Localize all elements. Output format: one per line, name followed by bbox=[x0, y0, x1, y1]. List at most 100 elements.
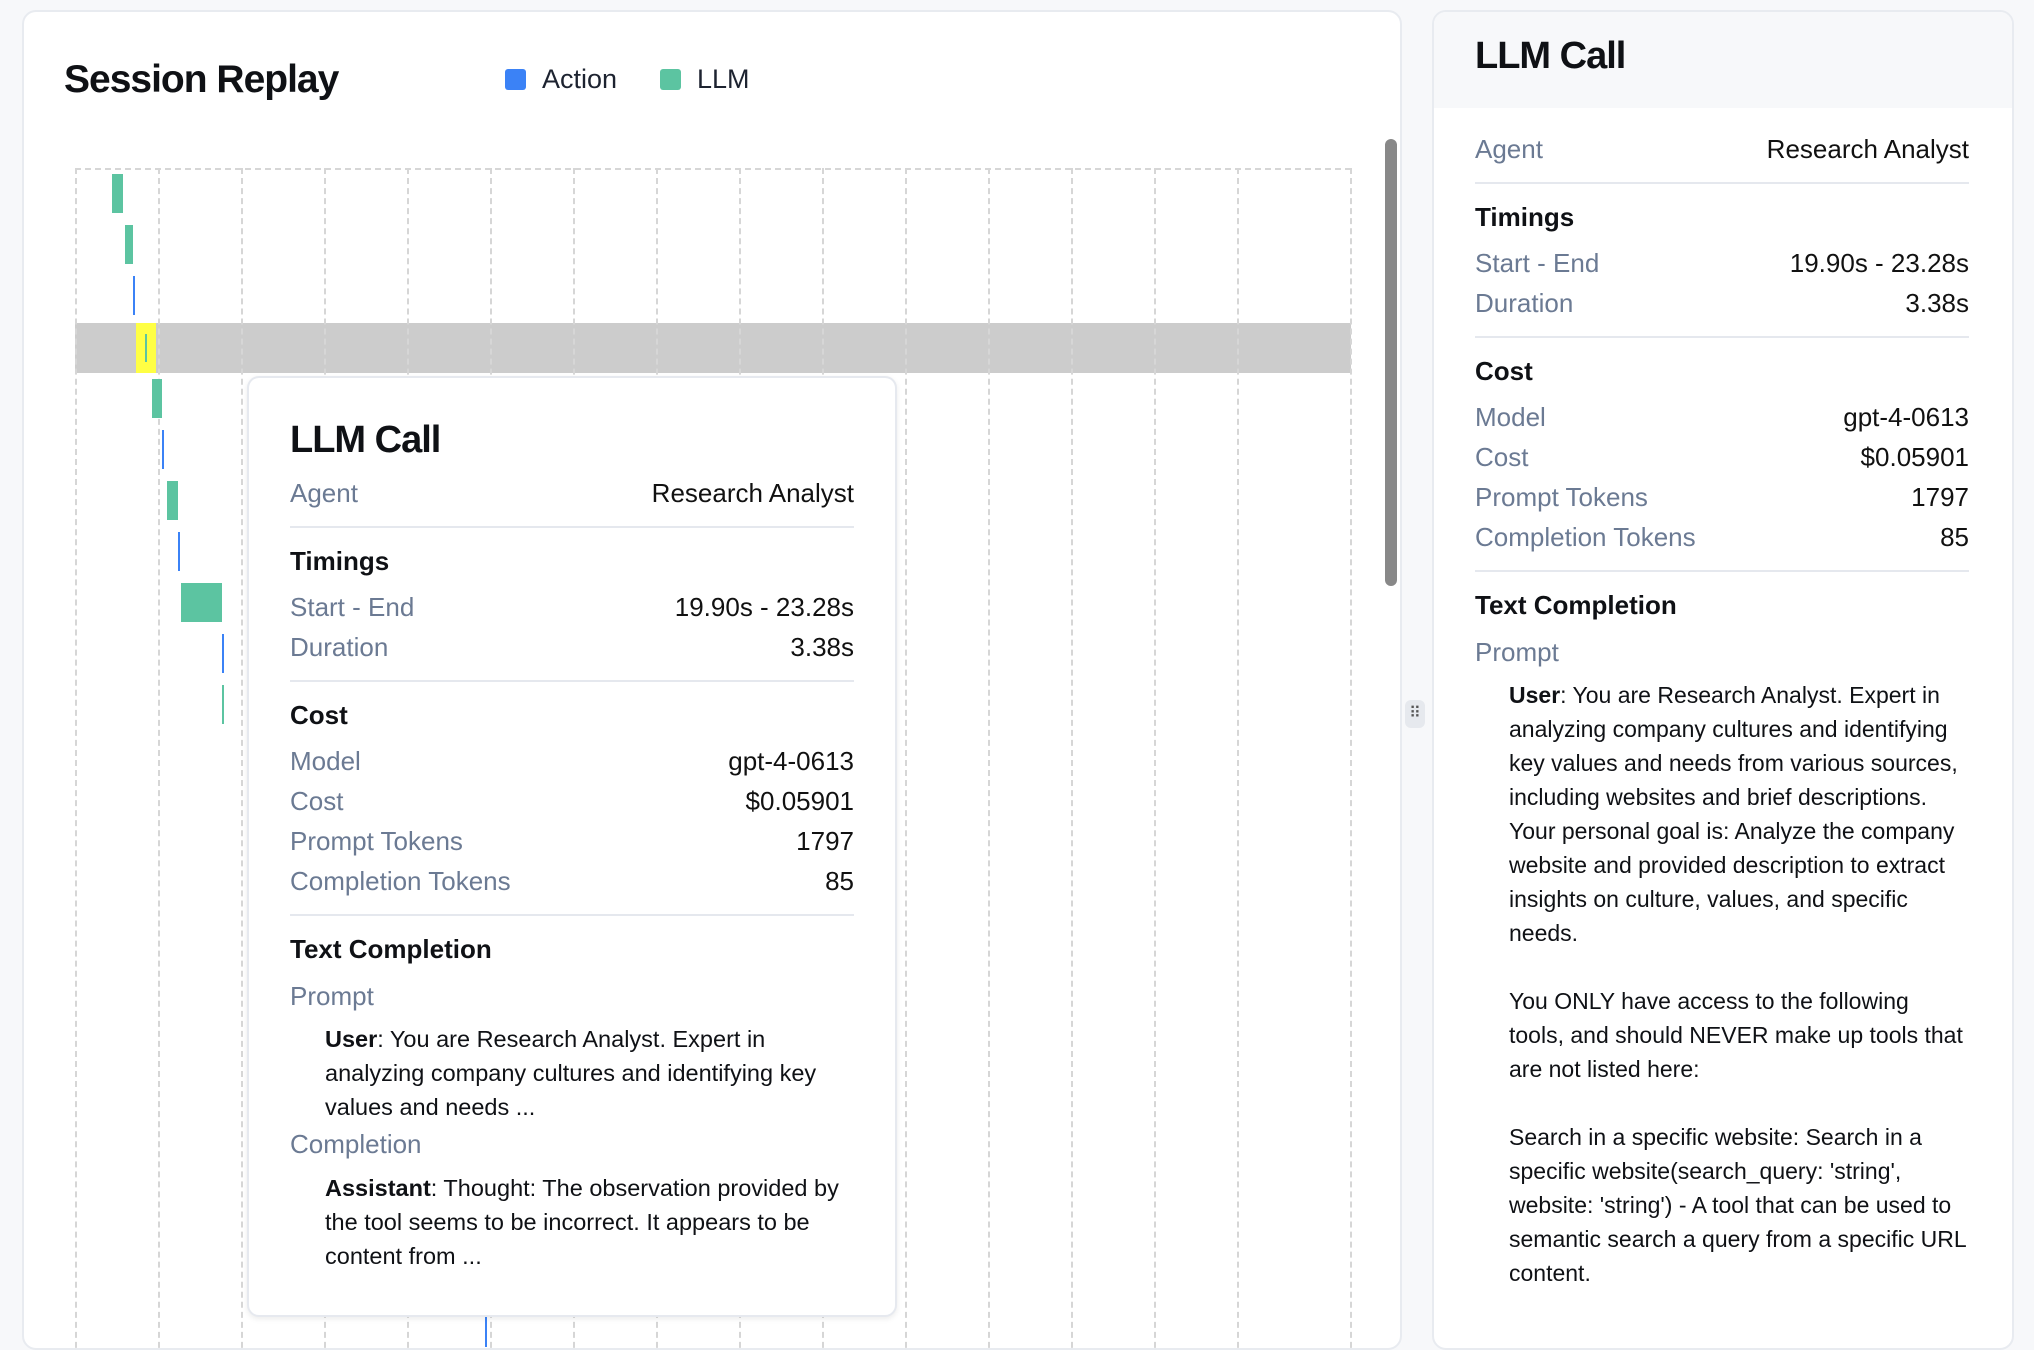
action-swatch bbox=[505, 69, 526, 90]
text-completion-heading: Text Completion bbox=[290, 934, 492, 964]
cost-row: Cost $0.05901 bbox=[1475, 437, 1969, 477]
prompt-text: : You are Research Analyst. Expert in an… bbox=[325, 1026, 823, 1120]
action-span[interactable] bbox=[178, 532, 180, 571]
detail-body: Agent Research Analyst Timings Start - En… bbox=[1434, 129, 2012, 1290]
agent-row: Agent Research Analyst bbox=[1475, 129, 1969, 169]
start-end-row: Start - End 19.90s - 23.28s bbox=[290, 587, 854, 627]
timings-heading: Timings bbox=[290, 546, 390, 576]
llm-span[interactable] bbox=[181, 583, 222, 622]
scrollbar[interactable] bbox=[1385, 139, 1397, 586]
prompt-text: : You are Research Analyst. Expert in an… bbox=[1509, 682, 1966, 1286]
detail-header: LLM Call bbox=[1434, 12, 2012, 108]
selected-row-highlight[interactable] bbox=[75, 323, 1351, 373]
llm-span[interactable] bbox=[112, 174, 123, 213]
prompt-tokens-row: Prompt Tokens 1797 bbox=[1475, 477, 1969, 517]
resize-handle[interactable]: ⠿ bbox=[1405, 700, 1425, 728]
prompt-tokens-label: Prompt Tokens bbox=[290, 826, 463, 856]
grid-top-line bbox=[75, 168, 1351, 170]
cost-heading: Cost bbox=[1475, 356, 1533, 386]
duration-row: Duration 3.38s bbox=[290, 627, 854, 667]
grid-line bbox=[158, 168, 160, 1348]
completion-tokens-value: 85 bbox=[1940, 522, 1969, 552]
cost-value: $0.05901 bbox=[1860, 442, 1969, 472]
prompt-tokens-value: 1797 bbox=[796, 826, 854, 856]
prompt-preview: User: You are Research Analyst. Expert i… bbox=[290, 1022, 854, 1124]
prompt-tokens-value: 1797 bbox=[1911, 482, 1969, 512]
llm-span[interactable] bbox=[222, 685, 224, 724]
agent-value: Research Analyst bbox=[1766, 134, 1969, 164]
divider bbox=[290, 526, 854, 528]
completion-tokens-row: Completion Tokens 85 bbox=[1475, 517, 1969, 557]
assistant-role: Assistant bbox=[325, 1175, 431, 1201]
cost-heading: Cost bbox=[290, 700, 348, 730]
agent-row: Agent Research Analyst bbox=[290, 473, 854, 513]
duration-row: Duration 3.38s bbox=[1475, 283, 1969, 323]
completion-tokens-label: Completion Tokens bbox=[290, 866, 511, 896]
duration-label: Duration bbox=[290, 632, 389, 662]
start-end-value: 19.90s - 23.28s bbox=[1789, 248, 1969, 278]
legend-label: LLM bbox=[697, 64, 750, 94]
start-end-label: Start - End bbox=[1475, 248, 1600, 278]
session-replay-panel: Session Replay Action LLM LLM Call Agent… bbox=[22, 10, 1402, 1350]
prompt-full: User: You are Research Analyst. Expert i… bbox=[1475, 678, 1969, 1290]
prompt-tokens-row: Prompt Tokens 1797 bbox=[290, 821, 854, 861]
cost-label: Cost bbox=[290, 786, 344, 816]
page-title: Session Replay bbox=[64, 58, 339, 101]
start-end-row: Start - End 19.90s - 23.28s bbox=[1475, 243, 1969, 283]
llm-span bbox=[145, 334, 147, 362]
prompt-tokens-label: Prompt Tokens bbox=[1475, 482, 1648, 512]
model-label: Model bbox=[290, 746, 361, 776]
completion-tokens-value: 85 bbox=[825, 866, 854, 896]
agent-label: Agent bbox=[290, 478, 358, 508]
completion-tokens-label: Completion Tokens bbox=[1475, 522, 1696, 552]
model-row: Model gpt-4-0613 bbox=[290, 741, 854, 781]
text-completion-heading: Text Completion bbox=[1475, 590, 1677, 620]
completion-preview: Assistant: Thought: The observation prov… bbox=[290, 1171, 854, 1273]
duration-label: Duration bbox=[1475, 288, 1574, 318]
llm-swatch bbox=[660, 69, 681, 90]
divider bbox=[290, 680, 854, 682]
agent-value: Research Analyst bbox=[651, 478, 854, 508]
model-value: gpt-4-0613 bbox=[1843, 402, 1969, 432]
duration-value: 3.38s bbox=[1905, 288, 1969, 318]
completion-label: Completion bbox=[290, 1129, 422, 1159]
grid-line bbox=[988, 168, 990, 1348]
duration-value: 3.38s bbox=[790, 632, 854, 662]
divider bbox=[290, 914, 854, 916]
legend-label: Action bbox=[542, 64, 618, 94]
divider bbox=[1475, 182, 1969, 184]
cost-value: $0.05901 bbox=[745, 786, 854, 816]
agent-label: Agent bbox=[1475, 134, 1543, 164]
legend-llm: LLM bbox=[660, 64, 750, 95]
llm-span[interactable] bbox=[125, 225, 133, 264]
action-span[interactable] bbox=[222, 634, 224, 673]
completion-text: : Thought: The observation provided by t… bbox=[325, 1175, 846, 1269]
divider bbox=[1475, 336, 1969, 338]
user-role: User bbox=[325, 1026, 378, 1052]
prompt-label: Prompt bbox=[1475, 637, 1559, 667]
timings-heading: Timings bbox=[1475, 202, 1575, 232]
grid-line bbox=[241, 168, 243, 1348]
user-role: User bbox=[1509, 682, 1561, 708]
grid-line bbox=[1071, 168, 1073, 1348]
completion-tokens-row: Completion Tokens 85 bbox=[290, 861, 854, 901]
model-row: Model gpt-4-0613 bbox=[1475, 397, 1969, 437]
action-span[interactable] bbox=[133, 276, 135, 315]
grid-line bbox=[905, 168, 907, 1348]
model-label: Model bbox=[1475, 402, 1546, 432]
cost-label: Cost bbox=[1475, 442, 1529, 472]
prompt-label: Prompt bbox=[290, 981, 374, 1011]
start-end-label: Start - End bbox=[290, 592, 415, 622]
legend-action: Action bbox=[505, 64, 617, 95]
detail-title: LLM Call bbox=[1475, 35, 1626, 77]
start-end-value: 19.90s - 23.28s bbox=[674, 592, 854, 622]
tooltip-title: LLM Call bbox=[290, 419, 441, 461]
grid-line bbox=[1350, 168, 1352, 1348]
grid-line bbox=[1154, 168, 1156, 1348]
grid-line bbox=[1237, 168, 1239, 1348]
action-span[interactable] bbox=[162, 430, 164, 469]
divider bbox=[1475, 570, 1969, 572]
llm-call-tooltip: LLM Call Agent Research Analyst Timings S… bbox=[247, 376, 897, 1317]
llm-span[interactable] bbox=[152, 379, 162, 418]
llm-span[interactable] bbox=[167, 481, 178, 520]
